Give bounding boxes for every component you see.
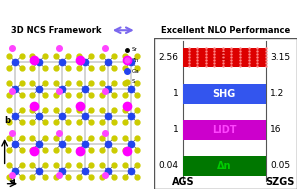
Text: E$_g$: E$_g$ xyxy=(218,50,231,65)
FancyBboxPatch shape xyxy=(154,38,297,189)
Text: 3.15: 3.15 xyxy=(270,53,290,62)
FancyBboxPatch shape xyxy=(183,84,266,104)
Text: SHG: SHG xyxy=(213,89,236,99)
Text: S: S xyxy=(132,79,135,84)
Text: Δn: Δn xyxy=(217,161,232,171)
Text: 16: 16 xyxy=(270,125,282,134)
FancyBboxPatch shape xyxy=(183,120,266,139)
Text: LIDT: LIDT xyxy=(212,125,236,135)
Text: 1: 1 xyxy=(173,89,179,98)
FancyBboxPatch shape xyxy=(183,48,266,67)
Text: Ga: Ga xyxy=(132,69,140,74)
Text: a: a xyxy=(10,176,15,185)
Text: Excellent NLO Performance: Excellent NLO Performance xyxy=(161,26,290,35)
Text: 0.04: 0.04 xyxy=(159,161,179,170)
Text: 2.56: 2.56 xyxy=(159,53,179,62)
Text: 1.2: 1.2 xyxy=(270,89,284,98)
Text: AGS: AGS xyxy=(172,177,194,187)
Text: Zn: Zn xyxy=(132,58,139,63)
Text: 1: 1 xyxy=(173,125,179,134)
FancyBboxPatch shape xyxy=(183,156,266,176)
Text: Sr$_5$ZnGa$_6$S$_{15}$: Sr$_5$ZnGa$_6$S$_{15}$ xyxy=(97,2,200,21)
Text: 0.05: 0.05 xyxy=(270,161,290,170)
Text: SZGS: SZGS xyxy=(265,177,295,187)
Text: b: b xyxy=(5,116,11,125)
Text: 3D NCS Framework: 3D NCS Framework xyxy=(11,26,102,35)
Text: Sr: Sr xyxy=(132,47,138,52)
